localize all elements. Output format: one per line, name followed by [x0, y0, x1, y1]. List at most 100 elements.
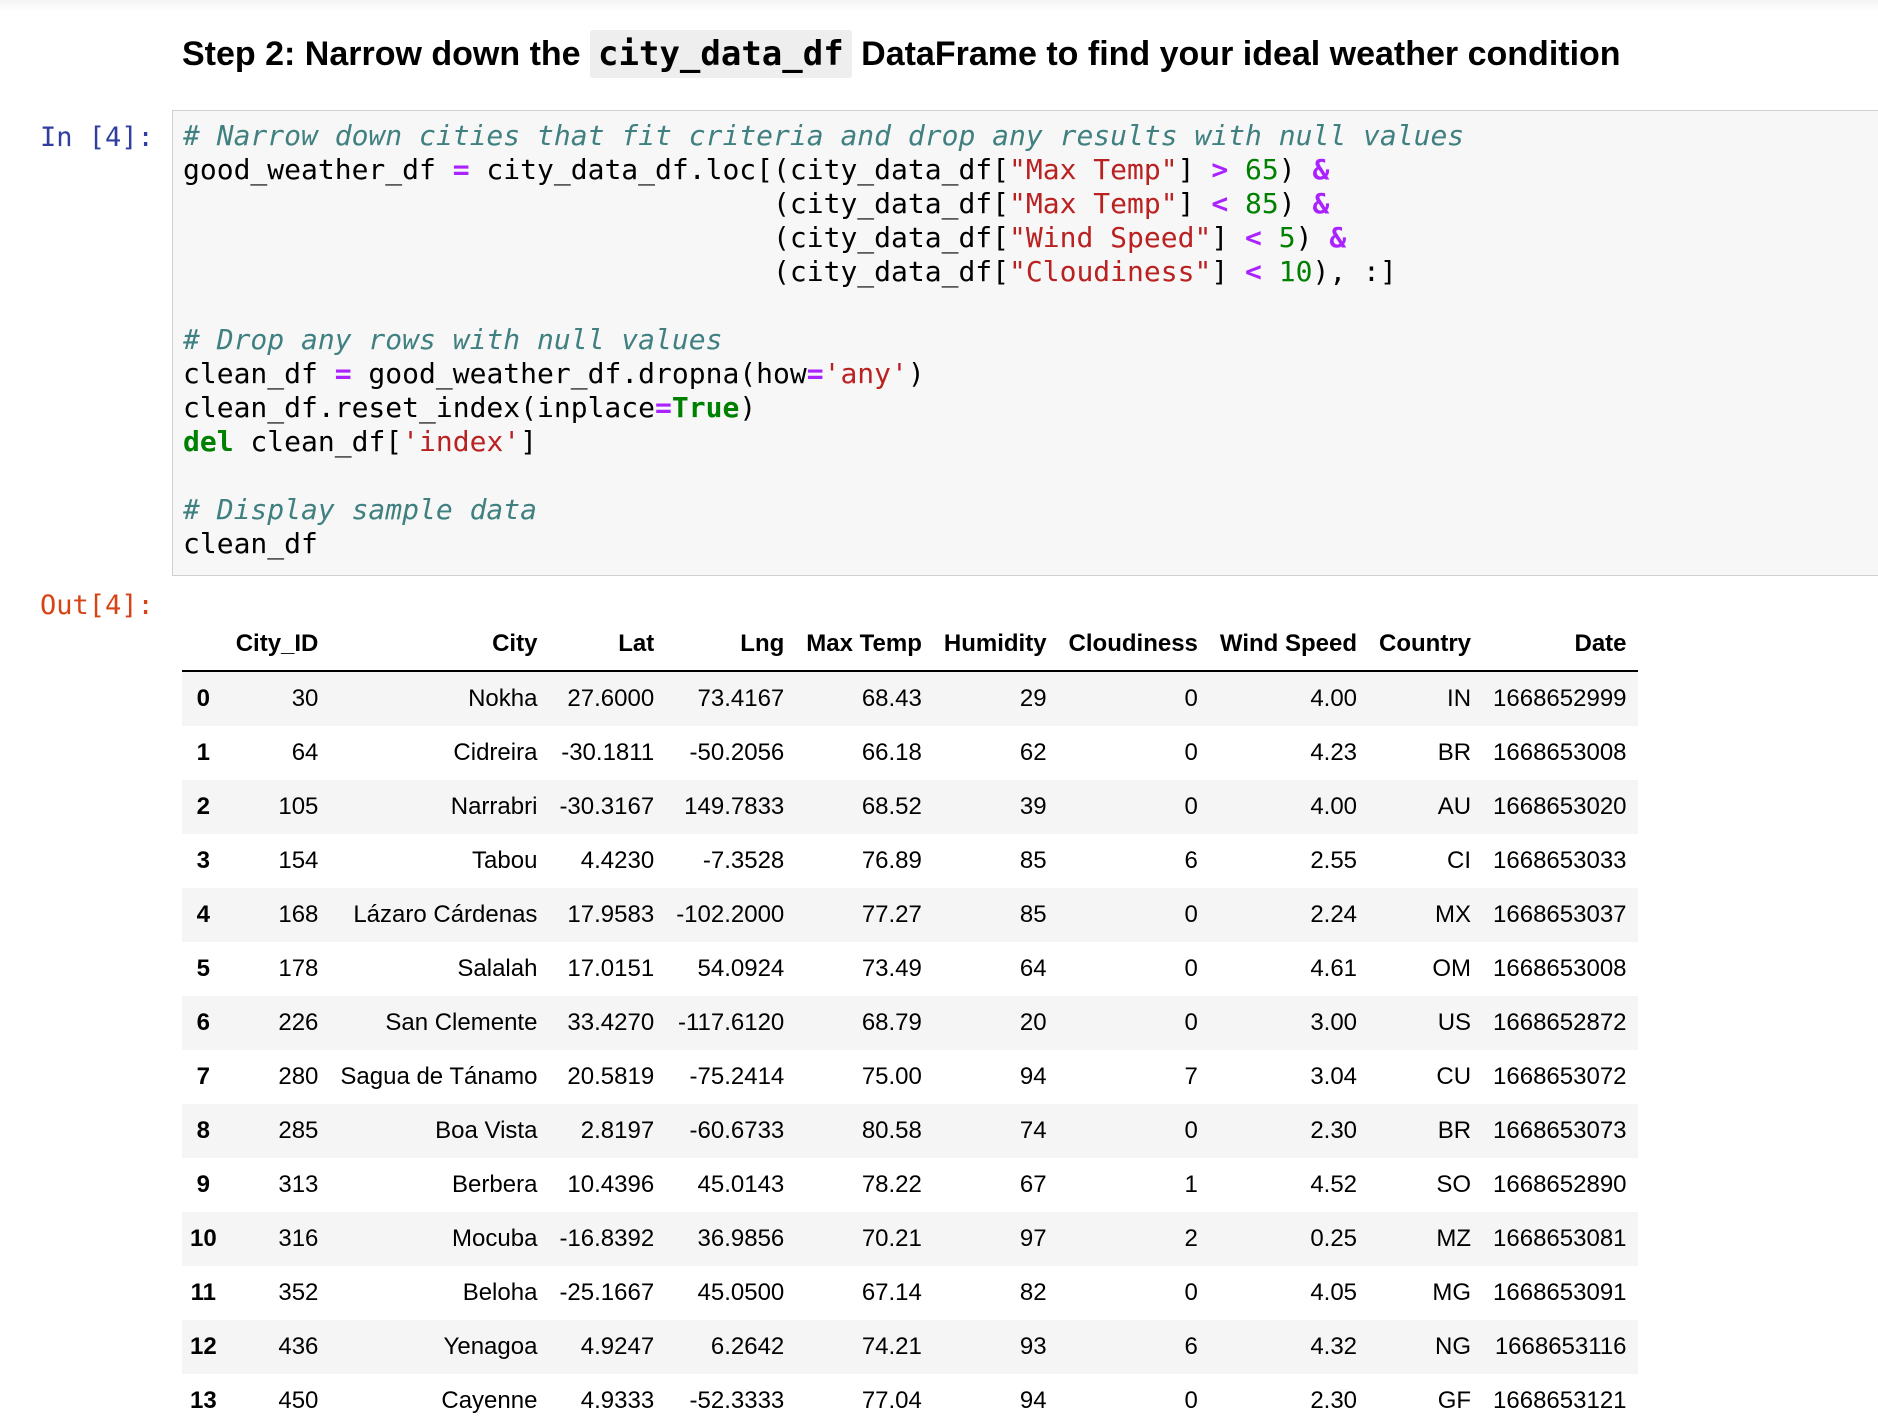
- input-prompt: In [4]:: [40, 122, 154, 153]
- table-cell: 27.6000: [567, 685, 655, 712]
- table-cell: 1668653116: [1494, 1333, 1627, 1360]
- table-cell: 76.89: [861, 847, 922, 874]
- column-header: Lat: [548, 618, 666, 672]
- table-cell: 4.9333: [580, 1387, 655, 1414]
- table-cell: 450: [278, 1387, 319, 1414]
- table-cell: 352: [278, 1279, 319, 1306]
- table-row: 7 280 Sagua de Tánamo 20.5819 -75.2414 75.00 9…: [182, 1050, 1638, 1104]
- output-area: City_ID City Lat Lng Max Temp Humidity Cloudin…: [182, 618, 1638, 1428]
- table-cell: 316: [278, 1225, 319, 1252]
- table-row: 1 64 Cidreira -30.1811 -50.2056 66.18 62 0 4.23 B…: [182, 726, 1638, 780]
- table-cell: 77.27: [861, 901, 922, 928]
- row-index: 5: [196, 955, 211, 982]
- table-cell: Salalah: [457, 955, 538, 982]
- table-cell: 4.9247: [580, 1333, 655, 1360]
- table-cell: -7.3528: [702, 847, 785, 874]
- table-cell: 0: [1184, 793, 1198, 820]
- table-cell: BR: [1437, 739, 1472, 766]
- table-cell: 62: [1019, 739, 1047, 766]
- code-comment: # Drop any rows with null values: [183, 323, 723, 356]
- table-cell: 1668653033: [1493, 847, 1627, 874]
- row-index: 13: [190, 1387, 217, 1414]
- row-index: 9: [196, 1171, 211, 1198]
- table-cell: 94: [1019, 1387, 1047, 1414]
- table-cell: 168: [278, 901, 319, 928]
- table-header-row: City_ID City Lat Lng Max Temp Humidity Cloudin…: [182, 618, 1638, 672]
- table-cell: 20.5819: [567, 1063, 655, 1090]
- table-cell: 4.23: [1310, 739, 1358, 766]
- table-row: 10 316 Mocuba -16.8392 36.9856 70.21 97 2 0.25 MZ…: [182, 1212, 1638, 1266]
- table-cell: -102.2000: [676, 901, 785, 928]
- code-string: "Wind Speed": [1009, 221, 1212, 254]
- table-cell: 66.18: [861, 739, 922, 766]
- table-cell: 77.04: [861, 1387, 922, 1414]
- table-cell: 1: [1184, 1171, 1198, 1198]
- table-cell: 17.0151: [567, 955, 655, 982]
- table-cell: 3.04: [1310, 1063, 1358, 1090]
- table-cell: 2.24: [1310, 901, 1358, 928]
- table-cell: 70.21: [861, 1225, 922, 1252]
- table-cell: 1668653073: [1493, 1117, 1627, 1144]
- table-cell: Tabou: [472, 847, 538, 874]
- top-shadow-bar: [0, 0, 1878, 12]
- code-number: 65: [1245, 153, 1279, 186]
- table-cell: 1668653081: [1493, 1225, 1627, 1252]
- table-cell: -16.8392: [559, 1225, 655, 1252]
- table-cell: -75.2414: [689, 1063, 785, 1090]
- table-cell: 7: [1184, 1063, 1198, 1090]
- table-cell: 68.79: [861, 1009, 922, 1036]
- code-keyword: True: [671, 391, 740, 424]
- table-cell: 4.4230: [580, 847, 655, 874]
- row-index: 1: [196, 739, 211, 766]
- table-row: 11 352 Beloha -25.1667 45.0500 67.14 82 0 4.05 MG…: [182, 1266, 1638, 1320]
- table-cell: 45.0143: [697, 1171, 785, 1198]
- table-cell: 80.58: [861, 1117, 922, 1144]
- table-cell: 4.52: [1310, 1171, 1358, 1198]
- table-cell: 1668653008: [1493, 955, 1627, 982]
- table-cell: -117.6120: [677, 1009, 785, 1036]
- heading-inline-code: city_data_df: [590, 30, 852, 78]
- table-cell: 154: [278, 847, 319, 874]
- row-index: 7: [196, 1063, 211, 1090]
- table-cell: 1668653091: [1493, 1279, 1627, 1306]
- code-string: "Max Temp": [1009, 187, 1178, 220]
- table-cell: -52.3333: [689, 1387, 785, 1414]
- table-cell: 4.61: [1310, 955, 1358, 982]
- table-cell: 10.4396: [567, 1171, 655, 1198]
- table-cell: 2: [1184, 1225, 1198, 1252]
- code-cell[interactable]: # Narrow down cities that fit criteria a…: [172, 110, 1878, 576]
- table-cell: -25.1667: [559, 1279, 655, 1306]
- table-cell: 149.7833: [684, 793, 785, 820]
- column-header: Humidity: [932, 618, 1058, 672]
- table-cell: 2.30: [1310, 1117, 1358, 1144]
- table-cell: CI: [1447, 847, 1472, 874]
- column-header: Country: [1368, 618, 1483, 672]
- table-cell: 0: [1184, 685, 1198, 712]
- table-cell: 17.9583: [567, 901, 655, 928]
- table-cell: 45.0500: [697, 1279, 785, 1306]
- column-header: Wind Speed: [1208, 618, 1369, 672]
- table-cell: 280: [278, 1063, 319, 1090]
- table-cell: 29: [1019, 685, 1047, 712]
- code-number: 5: [1278, 221, 1296, 254]
- table-cell: Nokha: [468, 685, 538, 712]
- table-cell: Narrabri: [450, 793, 538, 820]
- column-header: Date: [1482, 618, 1638, 672]
- table-cell: 78.22: [861, 1171, 922, 1198]
- table-cell: -60.6733: [689, 1117, 785, 1144]
- row-index: 12: [190, 1333, 217, 1360]
- row-index: 4: [196, 901, 211, 928]
- code-comment: # Display sample data: [183, 493, 538, 526]
- markdown-heading: Step 2: Narrow down the city_data_df Dat…: [182, 28, 1621, 80]
- column-header: Lng: [665, 618, 796, 672]
- table-cell: 0: [1184, 1009, 1198, 1036]
- table-cell: 73.49: [861, 955, 922, 982]
- column-header: Cloudiness: [1057, 618, 1209, 672]
- code-number: 85: [1245, 187, 1279, 220]
- code-editor[interactable]: # Narrow down cities that fit criteria a…: [183, 119, 1465, 560]
- table-row: 13 450 Cayenne 4.9333 -52.3333 77.04 94 0 2.30 GF…: [182, 1374, 1638, 1428]
- table-cell: Mocuba: [452, 1225, 538, 1252]
- table-cell: 6.2642: [710, 1333, 785, 1360]
- table-cell: Yenagoa: [443, 1333, 538, 1360]
- table-cell: 0: [1184, 739, 1198, 766]
